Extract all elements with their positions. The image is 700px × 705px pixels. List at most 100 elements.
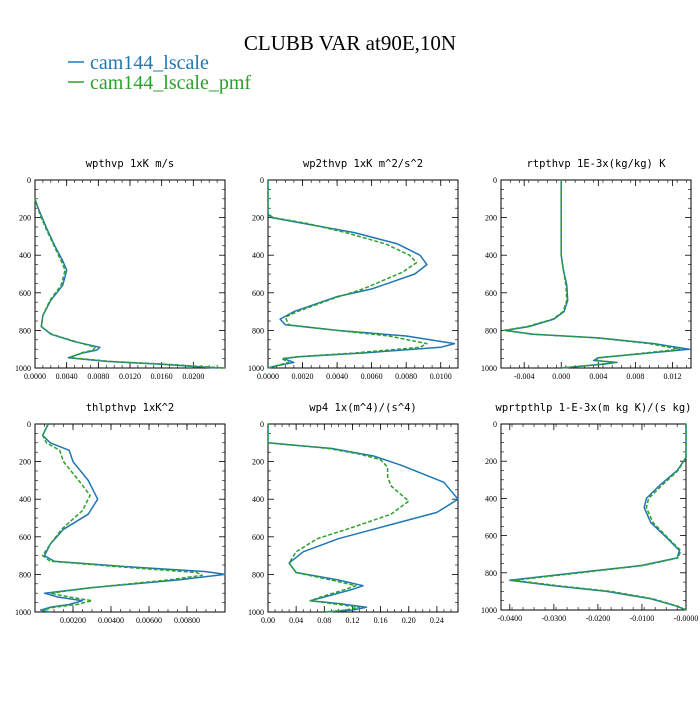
y-tick-label: 1000 — [481, 606, 497, 615]
y-tick-label: 1000 — [15, 364, 31, 373]
x-tick-label: 0.12 — [345, 616, 359, 625]
series-line-lscale-pmf — [41, 423, 203, 613]
y-tick-label: 200 — [485, 214, 497, 223]
x-tick-label: 0.20 — [402, 616, 416, 625]
x-tick-label: 0.00600 — [136, 616, 162, 625]
plot-frame — [267, 423, 459, 613]
plot-frame — [500, 179, 692, 369]
y-tick-label: 600 — [19, 289, 31, 298]
panel-3: rtpthvp 1E-3x(kg/kg) K 0 200 400 600 800 1000 -… — [481, 158, 692, 381]
x-tick-label: -0.0000 — [674, 614, 699, 623]
x-tick-label: 0.0080 — [395, 372, 417, 381]
x-tick-label: 0.08 — [317, 616, 331, 625]
x-tick-label: 0.0060 — [361, 372, 383, 381]
series-line-lscale-pmf — [267, 180, 428, 369]
y-tick-label: 0 — [493, 420, 497, 429]
x-tick-label: 0.0200 — [182, 372, 204, 381]
x-tick-label: 0.00 — [261, 616, 275, 625]
x-tick-label: 0.00200 — [60, 616, 86, 625]
series-line-lscale — [267, 180, 456, 369]
x-tick-label: 0.16 — [374, 616, 388, 625]
y-tick-label: 0 — [260, 176, 264, 185]
y-tick-label: 400 — [485, 251, 497, 260]
panel-4: thlpthvp 1xK^2 0 200 400 600 800 1000 0.00200 0.… — [15, 402, 226, 625]
x-tick-label: 0.012 — [663, 372, 681, 381]
x-tick-label: -0.0300 — [542, 614, 567, 623]
panel-title: wp4 1x(m^4)/(s^4) — [309, 402, 416, 414]
y-tick-label: 800 — [252, 326, 264, 335]
x-tick-label: 0.00400 — [98, 616, 124, 625]
y-tick-label: 400 — [252, 251, 264, 260]
x-tick-label: -0.0200 — [586, 614, 611, 623]
y-tick-label: 600 — [252, 289, 264, 298]
y-tick-label: 200 — [252, 214, 264, 223]
series-line-lscale — [504, 180, 690, 369]
y-tick-label: 600 — [485, 289, 497, 298]
x-tick-label: 0.0000 — [24, 372, 46, 381]
figure-title: CLUBB VAR at90E,10N — [244, 31, 456, 55]
series-line-lscale-pmf — [503, 180, 681, 369]
legend: cam144_lscale cam144_lscale_pmf — [68, 52, 251, 94]
y-tick-label: 1000 — [248, 608, 264, 617]
series-line-lscale — [267, 424, 459, 613]
x-tick-label: 0.24 — [430, 616, 444, 625]
y-tick-label: 1000 — [481, 364, 497, 373]
y-tick-label: 0 — [27, 176, 31, 185]
y-tick-label: 600 — [19, 533, 31, 542]
x-tick-label: 0.008 — [626, 372, 644, 381]
x-tick-label: 0.0160 — [151, 372, 173, 381]
y-tick-label: 200 — [485, 457, 497, 466]
x-tick-label: 0.004 — [589, 372, 607, 381]
x-tick-label: 0.0100 — [430, 372, 452, 381]
panel-2: wp2thvp 1xK m^2/s^2020040060080010000.00… — [248, 158, 459, 381]
y-tick-label: 1000 — [15, 608, 31, 617]
y-tick-label: 400 — [19, 251, 31, 260]
legend-label-lscale-pmf: cam144_lscale_pmf — [90, 72, 251, 94]
x-tick-label: 0.0120 — [119, 372, 141, 381]
x-tick-label: 0.0040 — [326, 372, 348, 381]
panel-title: wpthvp 1xK m/s — [86, 158, 175, 170]
x-tick-label: 0.0040 — [56, 372, 78, 381]
y-tick-label: 800 — [252, 570, 264, 579]
panel-title: thlpthvp 1xK^2 — [86, 402, 175, 414]
series-line-lscale-pmf — [513, 424, 687, 611]
y-tick-label: 400 — [19, 495, 31, 504]
series-line-lscale — [509, 424, 687, 611]
series-line-lscale-pmf — [34, 198, 226, 369]
y-tick-label: 800 — [19, 326, 31, 335]
series-line-lscale — [39, 423, 226, 613]
series-line-lscale-pmf — [267, 424, 410, 613]
x-tick-label: 0.00800 — [174, 616, 200, 625]
x-tick-label: -0.0100 — [630, 614, 655, 623]
y-tick-label: 400 — [252, 495, 264, 504]
y-tick-label: 600 — [252, 533, 264, 542]
x-tick-label: 0.0020 — [292, 372, 314, 381]
panel-title: wp2thvp 1xK m^2/s^2 — [303, 158, 423, 170]
legend-label-lscale: cam144_lscale — [90, 52, 209, 74]
y-tick-label: 0 — [27, 420, 31, 429]
y-tick-label: 200 — [252, 458, 264, 467]
x-tick-label: -0.004 — [514, 372, 535, 381]
panel-6: wprtpthlp 1-E-3x(m kg K)/(s kg) 0 200 400 60… — [481, 402, 698, 623]
x-tick-label: 0.0000 — [257, 372, 279, 381]
panel-title: rtpthvp 1E-3x(kg/kg) K — [526, 158, 666, 170]
y-tick-label: 800 — [485, 326, 497, 335]
x-tick-label: -0.0400 — [497, 614, 522, 623]
y-tick-label: 1000 — [248, 364, 264, 373]
x-tick-label: 0.000 — [552, 372, 570, 381]
y-tick-label: 0 — [260, 420, 264, 429]
y-tick-label: 600 — [485, 532, 497, 541]
x-tick-label: 0.04 — [289, 616, 303, 625]
panel-title: wprtpthlp 1-E-3x(m kg K)/(s kg) — [496, 402, 692, 414]
y-tick-label: 200 — [19, 214, 31, 223]
y-tick-label: 400 — [485, 494, 497, 503]
x-tick-label: 0.0080 — [87, 372, 109, 381]
y-tick-label: 800 — [19, 570, 31, 579]
y-tick-label: 200 — [19, 458, 31, 467]
y-tick-label: 0 — [493, 176, 497, 185]
